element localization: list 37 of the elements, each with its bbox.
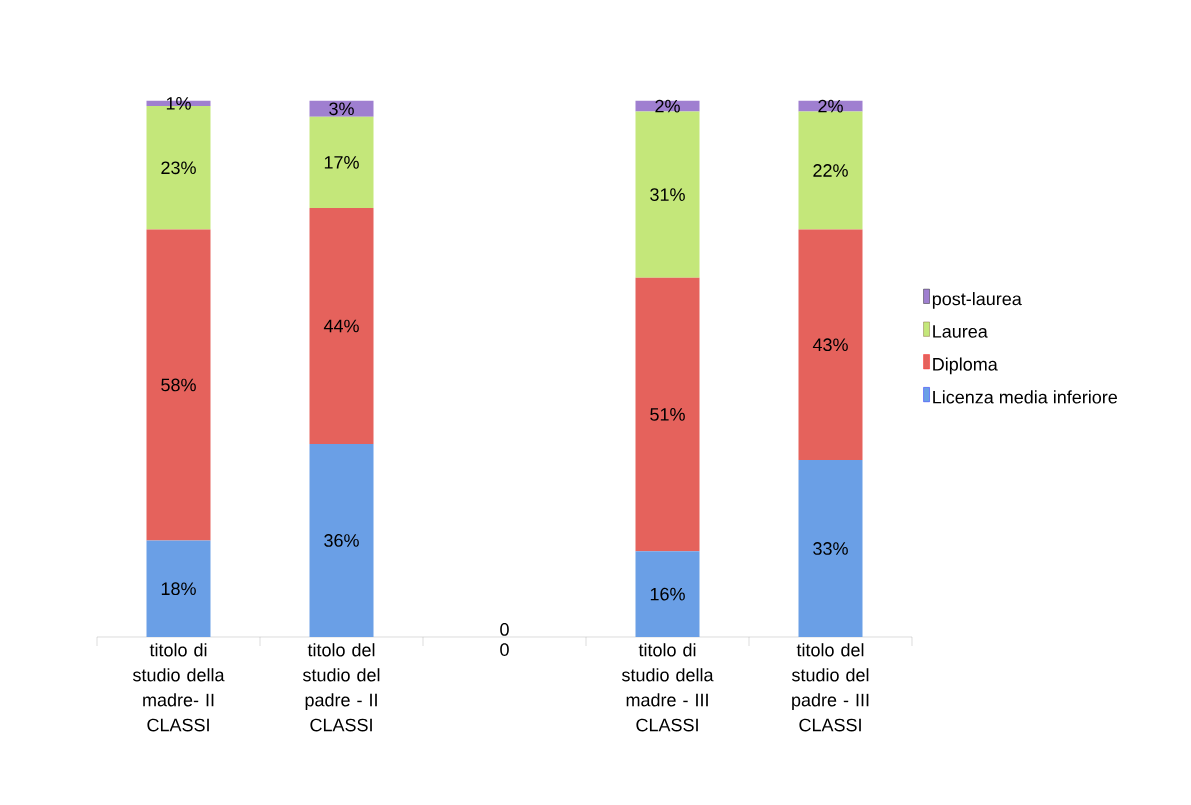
legend-label: post-laurea bbox=[932, 292, 1022, 309]
bar bbox=[798, 111, 863, 230]
data-label: 58% bbox=[161, 378, 196, 392]
data-label: 43% bbox=[812, 338, 848, 352]
x-tick-label: 0 bbox=[500, 643, 509, 656]
data-label: 16% bbox=[650, 587, 685, 601]
legend-label: Licenza media inferiore bbox=[933, 390, 1117, 404]
bar bbox=[798, 229, 863, 461]
bar bbox=[309, 207, 374, 444]
bar bbox=[309, 116, 374, 208]
data-label: 3% bbox=[329, 102, 354, 116]
legend-label: Diploma bbox=[933, 357, 998, 375]
data-label: 22% bbox=[813, 164, 848, 177]
bar bbox=[309, 443, 374, 637]
data-label: 33% bbox=[813, 542, 848, 555]
bar bbox=[635, 277, 700, 552]
x-tick-label: titolo di studio della madre- II CLASSI bbox=[132, 643, 225, 732]
bar bbox=[635, 551, 700, 637]
data-label: 1% bbox=[166, 97, 191, 110]
bar bbox=[146, 229, 211, 541]
bar bbox=[146, 540, 211, 637]
bar bbox=[635, 111, 700, 278]
data-label: 23% bbox=[161, 161, 196, 175]
data-label: 44% bbox=[323, 319, 359, 333]
data-label: 31% bbox=[650, 188, 685, 201]
data-label: 18% bbox=[161, 582, 196, 596]
data-label: 2% bbox=[818, 99, 843, 113]
data-label: 51% bbox=[650, 408, 685, 421]
x-tick-label: titolo di studio della madre - III CLASSI bbox=[621, 643, 714, 732]
data-label: 36% bbox=[324, 534, 359, 547]
data-label: 2% bbox=[655, 99, 680, 113]
data-label: 17% bbox=[324, 156, 359, 169]
legend-label: Laurea bbox=[933, 325, 988, 338]
data-label: 0 bbox=[500, 623, 509, 636]
x-tick-label: titolo del studio del padre - II CLASSI bbox=[302, 643, 380, 732]
x-tick-label: titolo del studio del padre - III CLASSI bbox=[791, 643, 869, 732]
bar bbox=[798, 460, 863, 637]
